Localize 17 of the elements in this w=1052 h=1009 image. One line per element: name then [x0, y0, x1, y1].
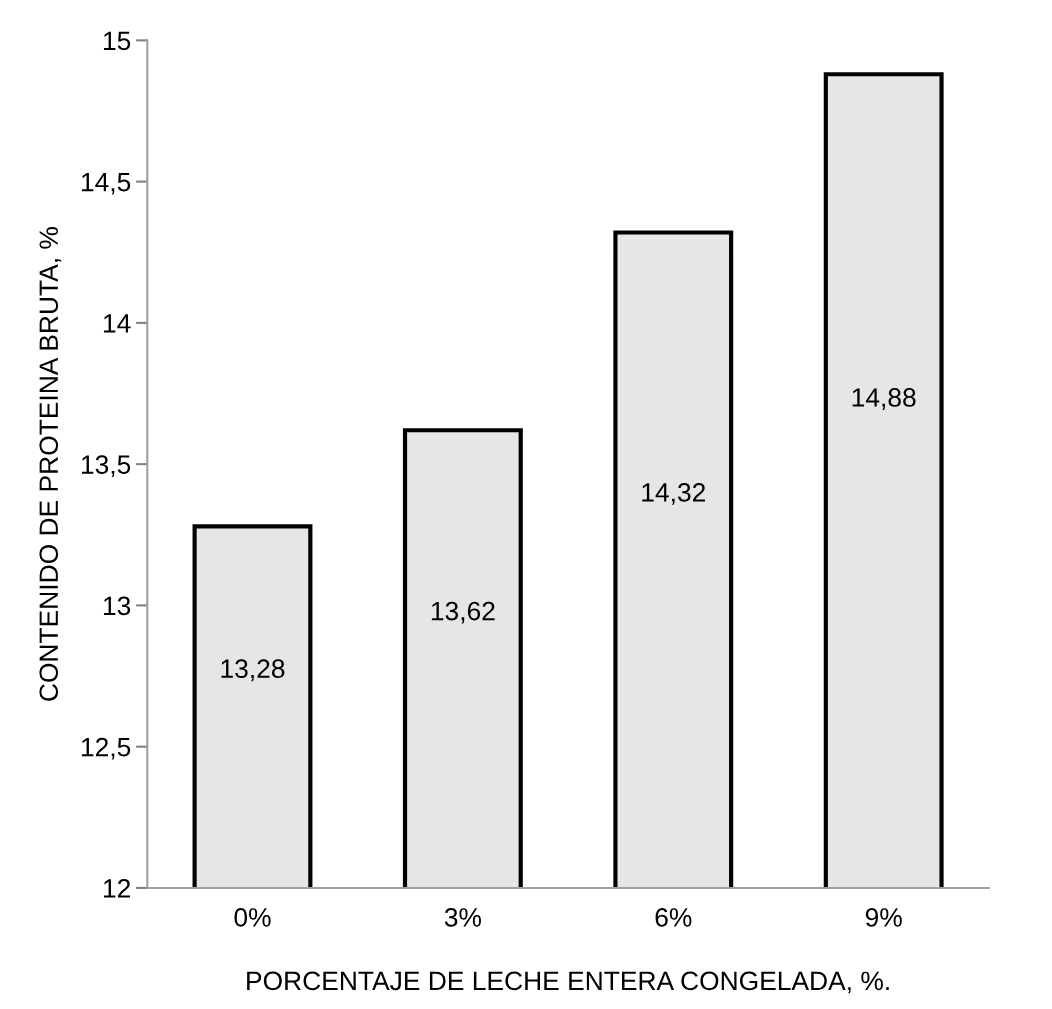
x-tick-label: 9% — [865, 908, 902, 927]
y-tick-label: 13 — [103, 596, 131, 616]
data-label: 13,28 — [221, 659, 285, 682]
y-tick-label: 13,5 — [81, 455, 131, 478]
data-label: 13,62 — [431, 601, 495, 624]
y-axis-title: CONTENIDO DE PROTEINA BRUTA, % — [39, 227, 62, 701]
y-tick-label: 12 — [103, 879, 130, 898]
x-tick-label: 6% — [655, 908, 692, 927]
x-tick-label: 3% — [444, 908, 482, 927]
y-tick-label: 14 — [103, 314, 131, 333]
data-label: 14,88 — [852, 388, 916, 410]
x-tick-label: 0% — [234, 908, 271, 927]
x-axis-title: PORCENTAJE DE LECHE ENTERA CONGELADA, %. — [247, 971, 889, 994]
data-label: 14,32 — [642, 483, 705, 505]
y-tick-label: 14,5 — [81, 173, 131, 195]
y-tick-label: 12,5 — [81, 737, 131, 760]
y-tick-label: 15 — [103, 31, 131, 51]
